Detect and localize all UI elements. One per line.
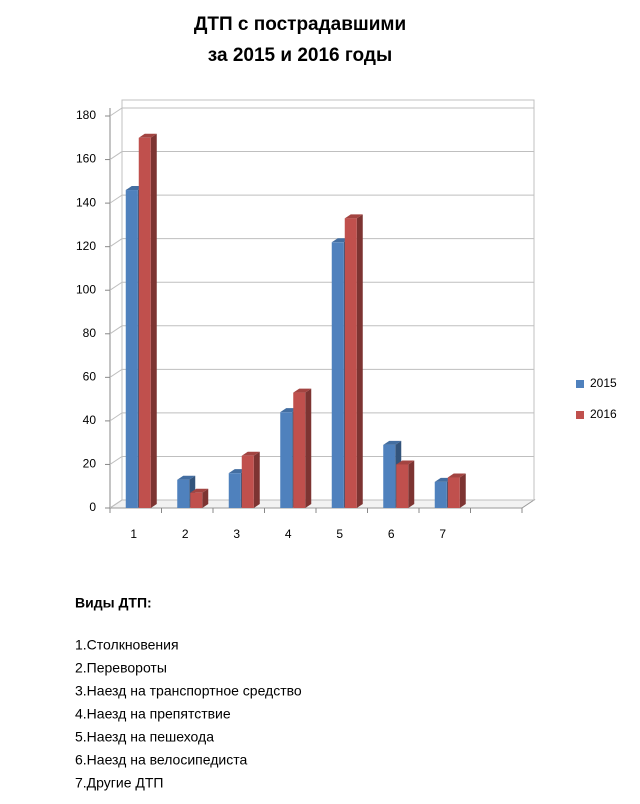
bar xyxy=(293,392,306,508)
y-tick-label: 60 xyxy=(83,370,97,384)
note-item: 7.Другие ДТП xyxy=(75,775,163,791)
legend-label: 2016 xyxy=(590,407,617,421)
bar xyxy=(177,479,190,508)
grid-line xyxy=(109,412,534,422)
x-tick-label: 5 xyxy=(336,527,343,541)
note-item: 2.Перевороты xyxy=(75,660,167,676)
bar-top xyxy=(241,451,260,456)
grid-line xyxy=(109,151,534,160)
y-tick-label: 120 xyxy=(76,239,96,253)
y-tick-label: 180 xyxy=(76,108,96,122)
chart-title: ДТП с пострадавшими xyxy=(194,14,406,35)
bar xyxy=(396,464,409,508)
bar-top xyxy=(383,440,402,445)
back-wall xyxy=(121,99,535,501)
bar xyxy=(383,444,396,508)
bar xyxy=(344,218,357,508)
floor xyxy=(108,499,536,509)
note-item: 5.Наезд на пешехода xyxy=(75,729,214,745)
y-tick-label: 20 xyxy=(83,457,97,471)
legend-swatch xyxy=(576,380,584,388)
y-tick-label: 80 xyxy=(83,326,97,340)
bar-top xyxy=(177,475,196,480)
grid-line xyxy=(109,325,534,335)
bar-side xyxy=(150,133,157,508)
x-tick-label: 2 xyxy=(182,527,189,541)
grid-line xyxy=(109,368,534,378)
grid-line xyxy=(109,238,534,248)
bar xyxy=(190,492,203,508)
bar-top xyxy=(344,214,363,219)
grid-line xyxy=(109,107,534,117)
bar xyxy=(331,242,344,509)
bar-top xyxy=(396,460,415,465)
notes-title: Виды ДТП: xyxy=(75,595,152,611)
grid-line xyxy=(109,194,534,204)
bar-side xyxy=(305,388,312,508)
x-tick-label: 7 xyxy=(439,527,446,541)
bar-side xyxy=(253,451,260,508)
bar-top xyxy=(447,473,466,478)
bar-top xyxy=(190,488,209,493)
legend-swatch xyxy=(576,411,584,419)
bar-top xyxy=(138,133,157,138)
bar xyxy=(138,137,151,508)
grid-line xyxy=(109,281,534,291)
bar-side xyxy=(459,473,466,508)
y-tick-label: 160 xyxy=(76,152,96,166)
y-tick-label: 40 xyxy=(83,413,97,427)
x-tick-label: 3 xyxy=(233,527,240,541)
note-item: 6.Наезд на велосипедиста xyxy=(75,752,247,768)
grid-line xyxy=(109,455,534,465)
x-tick-label: 1 xyxy=(130,527,137,541)
note-item: 1.Столкновения xyxy=(75,637,179,653)
note-item: 4.Наезд на препятствие xyxy=(75,706,231,722)
y-tick-label: 140 xyxy=(76,195,96,209)
legend-label: 2015 xyxy=(590,376,617,390)
bar-side xyxy=(202,488,209,508)
bar xyxy=(125,190,138,509)
bar-top xyxy=(293,388,312,393)
note-item: 3.Наезд на транспортное средство xyxy=(75,683,302,699)
y-tick-label: 100 xyxy=(76,282,96,296)
x-tick-label: 4 xyxy=(285,527,292,541)
y-tick-label: 0 xyxy=(89,500,96,514)
chart-subtitle: за 2015 и 2016 годы xyxy=(208,45,392,66)
x-tick-label: 6 xyxy=(388,527,395,541)
bar xyxy=(434,481,447,508)
bar xyxy=(228,473,241,508)
bar xyxy=(280,412,293,508)
bar xyxy=(241,455,254,508)
bar-side xyxy=(356,214,363,508)
bar xyxy=(447,477,460,508)
bar-side xyxy=(408,460,415,508)
